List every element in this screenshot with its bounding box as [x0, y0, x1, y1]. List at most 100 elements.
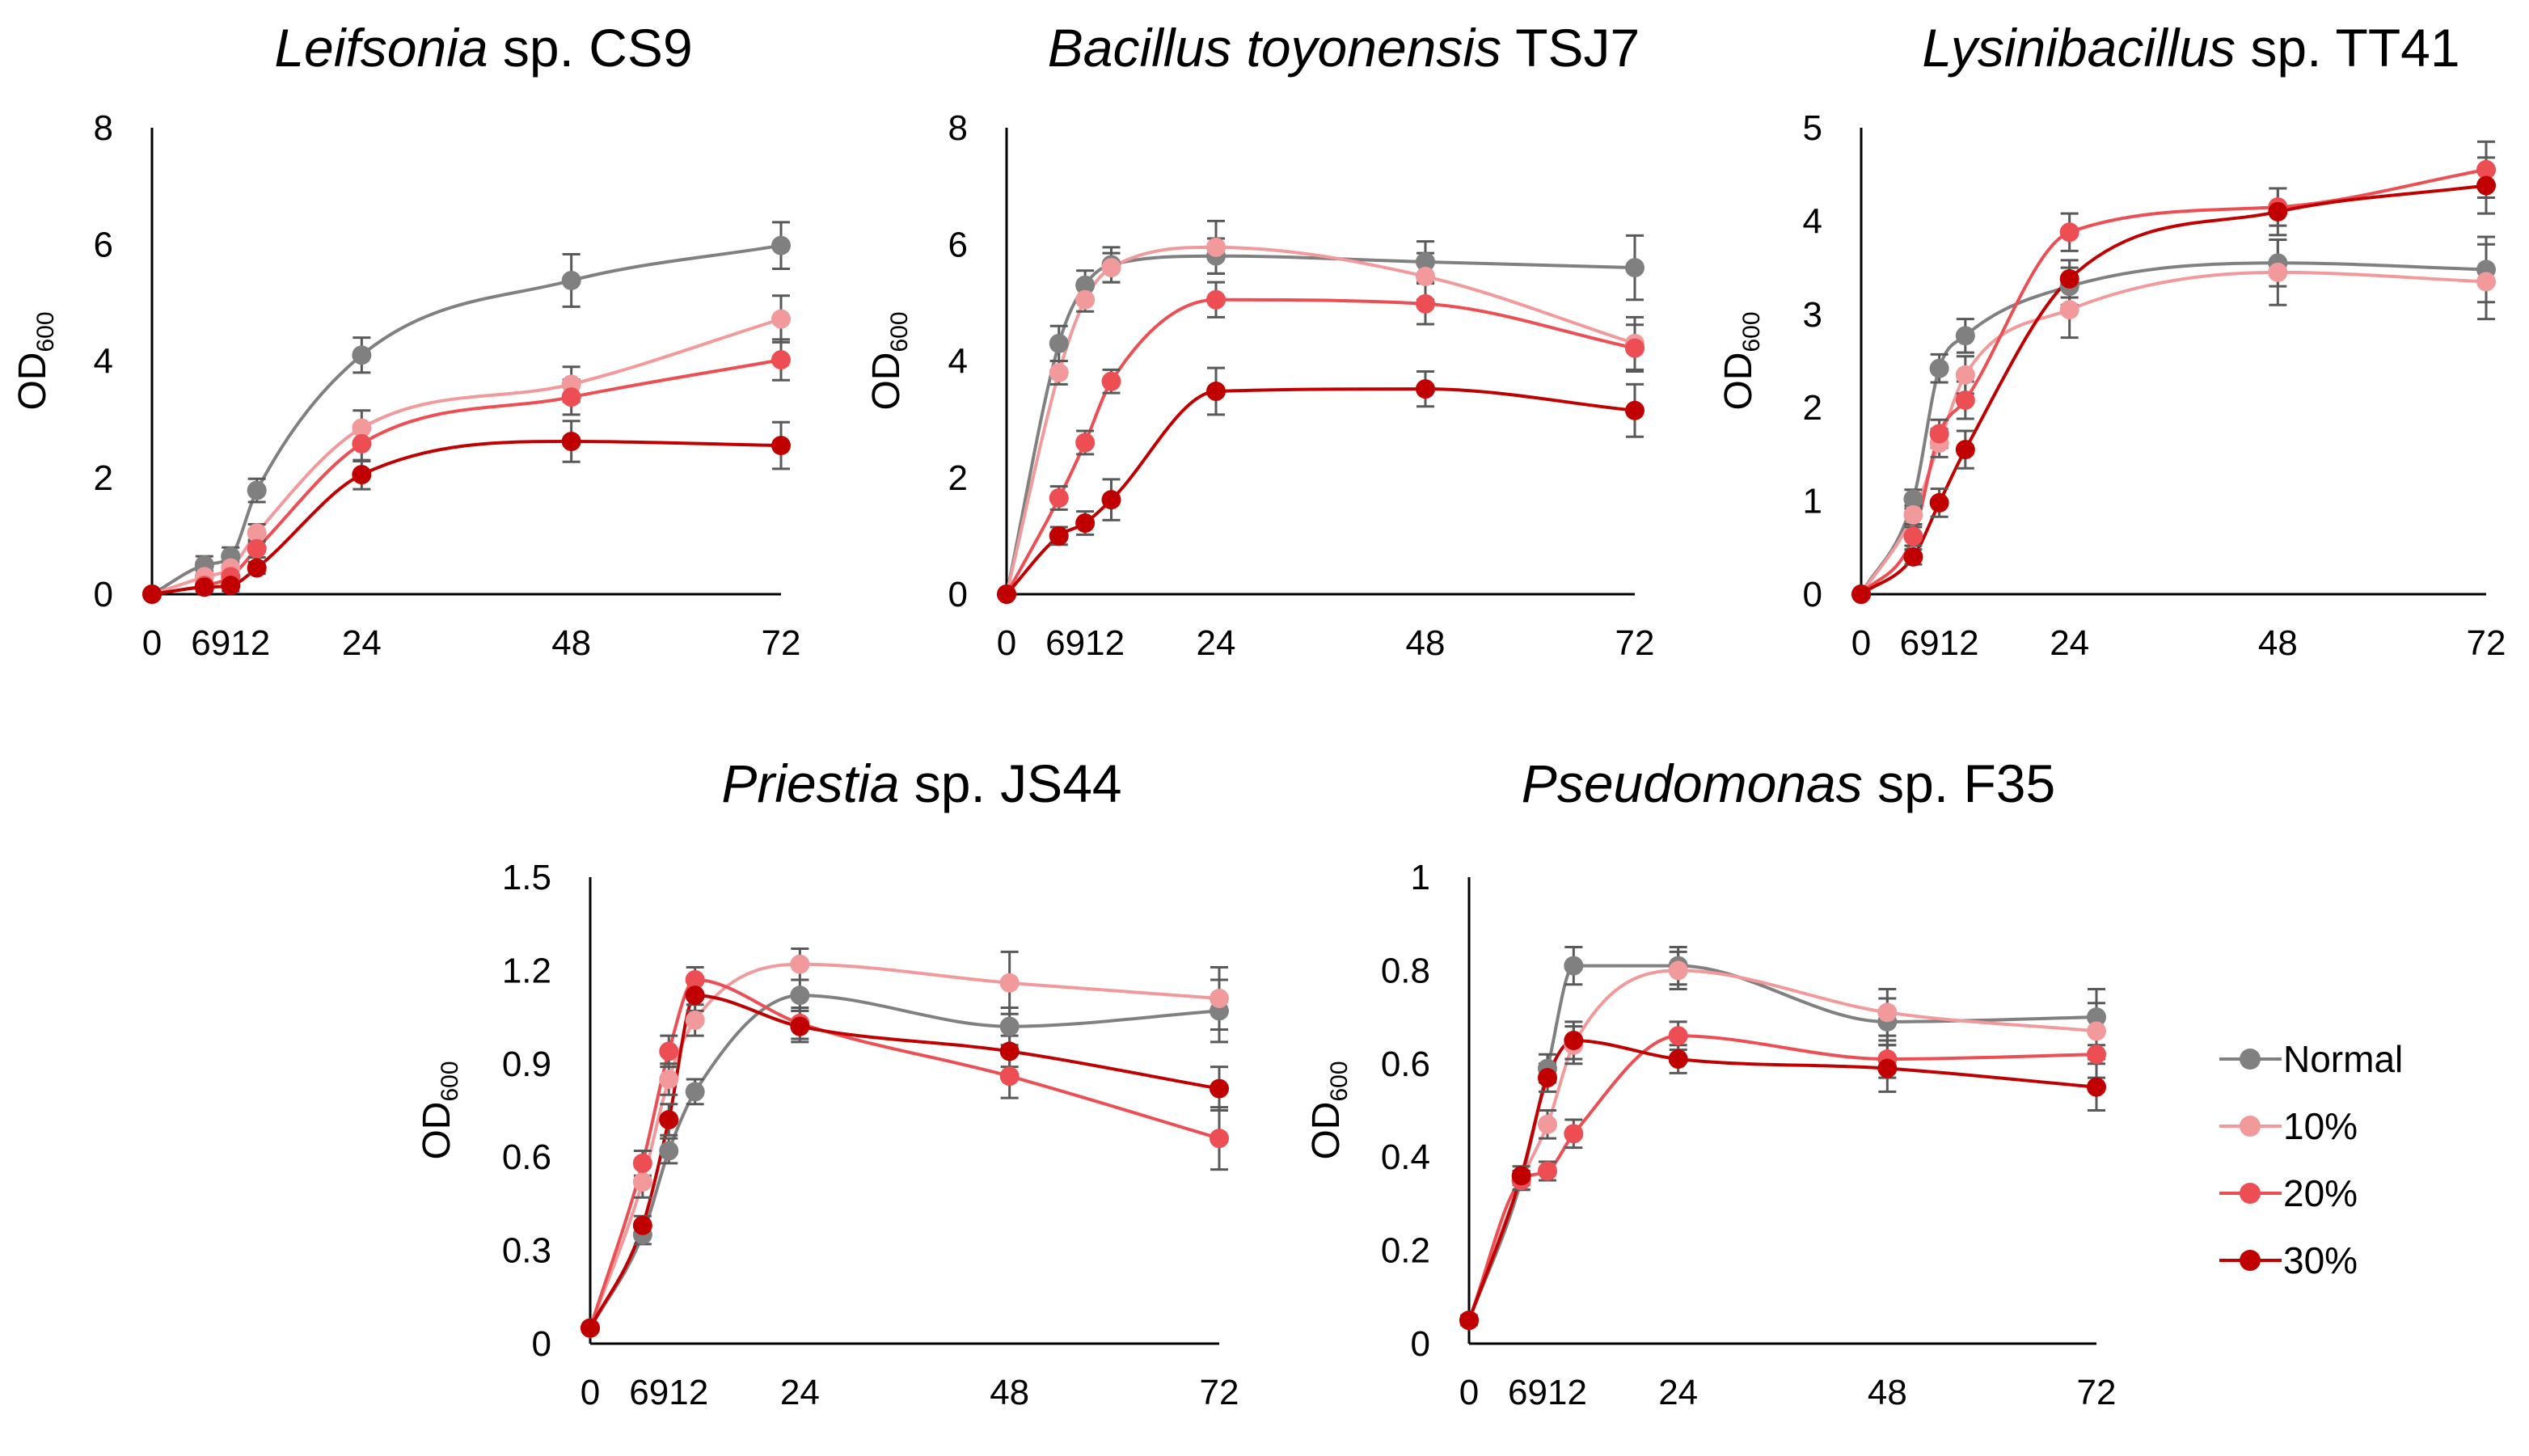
y-tick-label: 5	[1803, 108, 1822, 148]
y-tick-label: 0.4	[1381, 1137, 1430, 1177]
data-point-Normal	[790, 985, 810, 1006]
chart-panel-5: Pseudomonas sp. F35 0 0.2 0.4 0.6 0.8 1 0 24 48 72…	[1305, 753, 2116, 1412]
data-point-20%	[685, 969, 705, 990]
x-tick-label: 72	[2467, 623, 2506, 663]
data-point-30%	[685, 985, 705, 1006]
y-tick-label: 2	[948, 458, 968, 498]
series-line-30%	[1860, 184, 2487, 596]
series-line-10%	[151, 317, 782, 596]
series-line-Normal	[1005, 254, 1636, 595]
data-point-10%	[659, 1070, 679, 1090]
data-point-30%	[194, 577, 214, 597]
data-point-30%	[1511, 1166, 1531, 1186]
data-point-10%	[1210, 989, 1229, 1009]
data-point-Normal	[1903, 489, 1923, 509]
y-tick-label: 6	[94, 225, 113, 264]
chart-panel-3: Lysinibacillus sp. TT41 0 1 2 3 4 5 0 24 48 72 6912…	[1717, 18, 2506, 663]
data-point-10%	[1877, 1002, 1898, 1023]
x-tick-label: 72	[2077, 1373, 2117, 1412]
y-axis-label-main: OD	[865, 352, 908, 411]
series-line-30%	[1467, 1038, 2097, 1321]
data-point-30%	[1564, 1030, 1584, 1050]
data-point-10%	[2059, 300, 2079, 320]
x-tick-label: 24	[1197, 623, 1236, 663]
y-tick-label: 0.8	[1381, 951, 1430, 990]
data-point-10%	[352, 418, 372, 438]
data-point-20%	[1564, 1124, 1584, 1144]
data-point-Normal	[1049, 333, 1069, 353]
data-point-Normal	[771, 235, 791, 255]
x-tick-label-dense: 6912	[1900, 623, 1979, 663]
x-tick-label: 24	[1658, 1373, 1698, 1412]
data-point-30%	[2476, 175, 2496, 196]
data-point-Normal	[1075, 275, 1096, 295]
y-tick-label: 2	[1803, 388, 1822, 428]
data-point-20%	[659, 1041, 679, 1061]
y-tick-label: 4	[94, 342, 113, 382]
x-tick-label-dense: 6912	[1508, 1373, 1587, 1412]
data-point-20%	[247, 538, 267, 559]
data-point-30%	[221, 576, 241, 596]
x-tick-label: 48	[1406, 623, 1446, 663]
data-point-30%	[1538, 1068, 1557, 1088]
data-point-10%	[1955, 365, 1975, 385]
series-line-20%	[1005, 298, 1636, 595]
chart-title-rest: sp. F35	[1863, 753, 2055, 813]
data-point-Normal	[1416, 251, 1435, 272]
chart-title-rest: TSJ7	[1501, 18, 1640, 78]
data-point-10%	[2268, 262, 2288, 282]
data-point-10%	[1049, 362, 1069, 382]
data-point-30%	[2059, 268, 2079, 289]
y-tick-label: 0.6	[502, 1137, 551, 1177]
data-point-30%	[1075, 513, 1096, 534]
data-point-10%	[1903, 504, 1923, 525]
y-axis-label: OD600	[1305, 1061, 1353, 1159]
data-point-30%	[561, 432, 581, 452]
data-point-20%	[561, 387, 581, 407]
chart-title-rest: sp. JS44	[899, 753, 1121, 813]
series-line-Normal	[1467, 964, 2097, 1321]
y-axis-label-main: OD	[416, 1102, 458, 1160]
data-point-30%	[2268, 201, 2288, 222]
data-point-20%	[1210, 1129, 1229, 1149]
data-point-30%	[352, 465, 372, 485]
chart-title-rest: sp. TT41	[2236, 18, 2460, 78]
data-point-10%	[685, 1010, 705, 1030]
legend-marker	[2240, 1116, 2261, 1137]
data-point-20%	[1955, 390, 1975, 410]
data-point-10%	[1416, 266, 1435, 286]
y-axis-label: OD600	[11, 311, 59, 410]
data-point-20%	[1416, 293, 1435, 314]
data-point-10%	[1538, 1114, 1557, 1134]
legend-marker	[2240, 1183, 2261, 1204]
chart-title-italic: Leifsonia	[274, 18, 488, 78]
data-point-20%	[632, 1153, 652, 1173]
legend-label: 20%	[2283, 1172, 2358, 1214]
data-point-30%	[581, 1318, 600, 1338]
data-point-30%	[1210, 1078, 1229, 1099]
data-point-10%	[632, 1171, 652, 1192]
data-point-30%	[1955, 440, 1975, 460]
data-point-20%	[1075, 433, 1096, 453]
chart-title: Lysinibacillus sp. TT41	[1922, 18, 2459, 78]
y-tick-label: 0.2	[1381, 1231, 1430, 1271]
series-line-Normal	[589, 994, 1220, 1329]
series-line-10%	[1005, 245, 1636, 595]
data-point-30%	[1206, 382, 1226, 402]
x-tick-label: 72	[762, 623, 801, 663]
y-axis-label-main: OD	[11, 352, 54, 411]
y-tick-label: 2	[94, 458, 113, 498]
x-tick-label-dense: 6912	[191, 623, 270, 663]
x-tick-label-dense: 6912	[629, 1373, 708, 1412]
x-tick-label: 0	[1459, 1373, 1479, 1412]
x-tick-label: 48	[2258, 623, 2298, 663]
y-axis-label-subscript: 600	[1326, 1061, 1353, 1101]
data-point-10%	[1101, 258, 1121, 278]
y-axis-label-subscript: 600	[437, 1061, 463, 1101]
y-tick-label: 1	[1803, 482, 1822, 521]
series-line-Normal	[1860, 261, 2487, 595]
data-point-Normal	[685, 1082, 705, 1102]
data-point-30%	[2087, 1077, 2106, 1097]
legend-marker	[2240, 1250, 2261, 1271]
y-tick-label: 1.5	[502, 858, 551, 897]
